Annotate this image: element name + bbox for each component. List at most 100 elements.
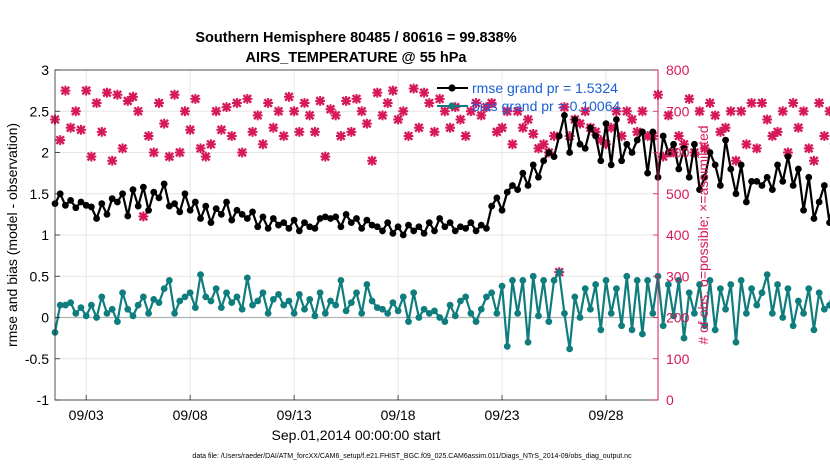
bias-point	[72, 310, 79, 317]
obs-point	[170, 90, 180, 100]
rmse-point	[504, 189, 511, 196]
obs-point	[118, 143, 128, 153]
obs-point	[637, 106, 647, 116]
obs-point	[695, 106, 705, 116]
bias-point	[254, 298, 261, 305]
rmse-point	[176, 209, 183, 216]
bias-point	[525, 339, 532, 346]
rmse-point	[499, 207, 506, 214]
rmse-point	[738, 161, 745, 168]
rmse-point	[785, 153, 792, 160]
obs-point	[86, 152, 96, 162]
legend-bias-label: bias grand pr = 0.10064	[472, 98, 620, 114]
rmse-point	[447, 219, 454, 226]
legend-rmse-marker	[448, 84, 455, 91]
bias-point	[722, 306, 729, 313]
obs-point	[352, 94, 362, 104]
obs-point	[799, 106, 809, 116]
obs-point	[388, 86, 398, 96]
rmse-point	[540, 157, 547, 164]
bias-point	[218, 304, 225, 311]
bias-point	[597, 326, 604, 333]
right-tick-label-7: 700	[666, 103, 690, 119]
bias-point	[561, 310, 568, 317]
obs-point	[107, 156, 117, 166]
bias-point	[467, 310, 474, 317]
bias-point	[306, 296, 313, 303]
obs-point	[788, 98, 798, 108]
bias-point	[322, 310, 329, 317]
rmse-point	[800, 207, 807, 214]
bias-point	[717, 285, 724, 292]
rmse-point	[93, 215, 100, 222]
rmse-point	[415, 223, 422, 230]
bias-point	[223, 289, 230, 296]
bias-point	[395, 308, 402, 315]
obs-point	[705, 98, 715, 108]
bias-point	[608, 310, 615, 317]
obs-point	[201, 152, 211, 162]
obs-point	[372, 88, 382, 98]
obs-point	[825, 106, 830, 116]
bias-point	[384, 310, 391, 317]
bias-point	[764, 271, 771, 278]
right-tick-label-3: 300	[666, 268, 690, 284]
obs-point	[66, 123, 76, 133]
obs-point	[409, 84, 419, 94]
bias-point	[530, 273, 537, 280]
bias-point	[431, 308, 438, 315]
rmse-point	[660, 133, 667, 140]
rmse-point	[431, 227, 438, 234]
bias-point	[488, 289, 495, 296]
rmse-point	[582, 145, 589, 152]
bias-point	[275, 291, 282, 298]
rmse-point	[343, 211, 350, 218]
obs-point	[674, 131, 684, 141]
bias-point	[441, 318, 448, 325]
obs-point	[315, 96, 325, 106]
bias-point	[109, 306, 116, 313]
rmse-point	[72, 204, 79, 211]
obs-point	[128, 92, 138, 102]
obs-point	[456, 115, 466, 125]
obs-point	[76, 125, 86, 135]
right-tick-label-1: 100	[666, 351, 690, 367]
rmse-point	[629, 149, 636, 156]
rmse-point	[722, 137, 729, 144]
bias-point	[566, 345, 573, 352]
obs-point	[383, 98, 393, 108]
bias-point	[301, 306, 308, 313]
rmse-point	[525, 182, 532, 189]
rmse-point	[634, 137, 641, 144]
obs-point	[248, 127, 258, 137]
bias-point	[343, 308, 350, 315]
bias-point	[499, 283, 506, 290]
obs-point	[539, 139, 549, 149]
obs-point	[773, 127, 783, 137]
rmse-point	[774, 161, 781, 168]
bias-point	[124, 306, 131, 313]
bias-point	[67, 299, 74, 306]
rmse-point	[228, 217, 235, 224]
rmse-point	[187, 207, 194, 214]
obs-point	[362, 119, 372, 129]
rmse-point	[119, 190, 126, 197]
rmse-point	[421, 230, 428, 237]
chart-subtitle: AIRS_TEMPERATURE @ 55 hPa	[246, 50, 468, 66]
rmse-point	[603, 120, 610, 127]
rmse-point	[764, 174, 771, 181]
rmse-point	[124, 213, 131, 220]
left-tick-label-0: -1	[37, 392, 50, 408]
bias-point	[166, 277, 173, 284]
bias-point	[353, 289, 360, 296]
bias-point	[779, 314, 786, 321]
bias-point	[369, 298, 376, 305]
bias-point	[213, 285, 220, 292]
bias-point	[83, 312, 90, 319]
legend-bias-marker	[448, 102, 455, 109]
rmse-point	[114, 199, 121, 206]
bias-point	[519, 277, 526, 284]
rmse-point	[218, 211, 225, 218]
obs-point	[424, 98, 434, 108]
obs-point	[357, 106, 367, 116]
